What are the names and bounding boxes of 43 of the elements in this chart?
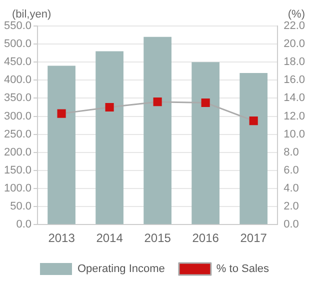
y-tick-label: 250.0 bbox=[4, 128, 32, 140]
y2-tick-label: 0.0 bbox=[284, 218, 299, 231]
y2-tick-label: 6.0 bbox=[284, 164, 299, 176]
y2-tick-label: 16.0 bbox=[284, 74, 306, 86]
legend-label: % to Sales bbox=[216, 263, 270, 276]
point bbox=[201, 98, 210, 108]
y2-tick-label: 22.0 bbox=[284, 20, 306, 32]
point bbox=[105, 102, 114, 112]
point bbox=[249, 116, 258, 126]
bar bbox=[240, 72, 268, 224]
y-tick-label: 350.0 bbox=[4, 92, 32, 104]
x-tick-label: 2015 bbox=[144, 231, 172, 246]
y2-axis-title: (%) bbox=[288, 8, 305, 21]
point bbox=[153, 98, 162, 106]
x-tick-label: 2017 bbox=[240, 231, 268, 246]
y-tick-label: 500.0 bbox=[4, 38, 32, 50]
y-tick-label: 50.0 bbox=[10, 200, 32, 213]
y2-tick-label: 12.0 bbox=[284, 110, 306, 122]
y-tick-label: 550.0 bbox=[4, 20, 32, 32]
y-tick-label: 450.0 bbox=[4, 56, 32, 68]
y-tick-label: 400.0 bbox=[4, 74, 32, 86]
y-tick-label: 150.0 bbox=[4, 164, 32, 176]
bar bbox=[144, 36, 172, 224]
y-axis-title: (bil,yen) bbox=[12, 8, 52, 21]
y2-tick-label: 10.0 bbox=[284, 128, 306, 140]
bar bbox=[192, 62, 220, 224]
point bbox=[57, 109, 66, 118]
bar bbox=[48, 66, 76, 224]
y-tick-label: 300.0 bbox=[4, 110, 32, 122]
x-tick-label: 2013 bbox=[48, 231, 76, 246]
bar bbox=[96, 51, 124, 224]
y2-tick-label: 18.0 bbox=[284, 56, 306, 68]
y2-tick-label: 4.0 bbox=[284, 182, 299, 195]
y-tick-label: 100.0 bbox=[4, 182, 32, 195]
y2-tick-label: 14.0 bbox=[284, 92, 306, 104]
x-tick-label: 2016 bbox=[192, 231, 220, 246]
legend-label: Operating Income bbox=[77, 263, 165, 276]
y-tick-label: 200.0 bbox=[4, 146, 32, 158]
y2-tick-label: 20.0 bbox=[284, 38, 306, 50]
x-tick-label: 2014 bbox=[96, 231, 124, 246]
y-tick-label: 0.0 bbox=[16, 218, 32, 231]
y2-tick-label: 2.0 bbox=[284, 200, 299, 213]
y2-tick-label: 8.0 bbox=[284, 146, 299, 158]
